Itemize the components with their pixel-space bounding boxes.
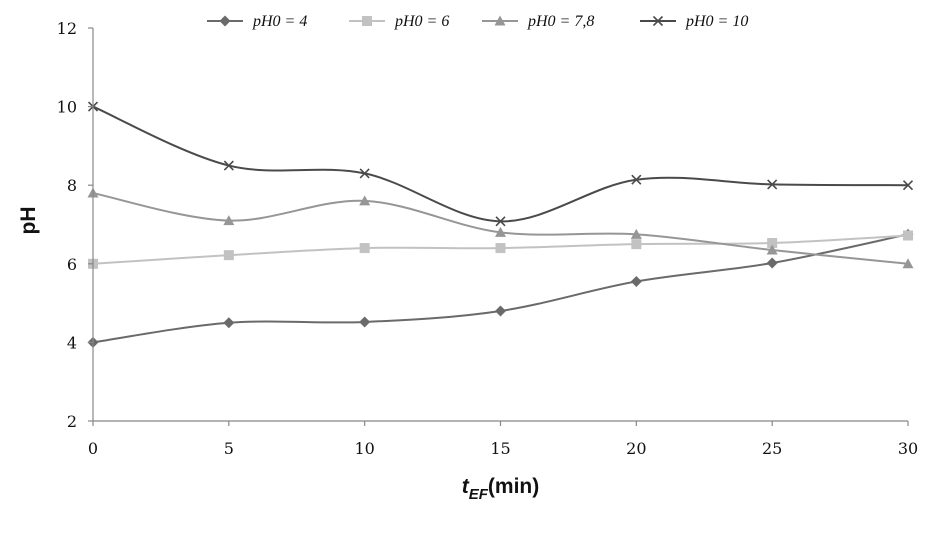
x-axis-title-unit: (min): [488, 475, 539, 498]
legend-label: pH0 = 6: [394, 13, 449, 30]
legend-label: pH0 = 10: [685, 13, 748, 30]
series-4: [87, 101, 914, 227]
data-point: [223, 250, 234, 261]
x-tick-label: 5: [224, 439, 234, 458]
legend-marker: [494, 15, 506, 26]
data-point: [223, 160, 234, 171]
data-point: [631, 239, 642, 250]
data-point: [359, 243, 370, 254]
legend-marker: [219, 15, 231, 27]
legend-label: pH0 = 4: [252, 13, 307, 30]
y-tick-label: 2: [67, 412, 77, 431]
legend-label: pH0 = 7,8: [527, 13, 594, 30]
legend-item: pH0 = 4: [207, 13, 307, 30]
data-point: [766, 257, 778, 269]
x-tick-label: 30: [898, 439, 918, 458]
data-point: [902, 258, 914, 269]
legend-marker: [362, 16, 372, 26]
data-point: [766, 244, 778, 255]
data-point: [495, 243, 506, 254]
legend-item: pH0 = 6: [349, 13, 449, 30]
series-layer: [87, 101, 914, 348]
legend-item: pH0 = 10: [640, 13, 748, 30]
data-point: [902, 180, 914, 191]
data-point: [631, 174, 642, 185]
data-point: [903, 230, 913, 241]
x-tick-label: 0: [88, 439, 98, 458]
data-point: [767, 237, 778, 248]
data-point: [630, 228, 642, 239]
axes: [92, 28, 908, 422]
data-point: [223, 317, 235, 329]
y-tick-label: 12: [57, 19, 77, 38]
x-axis-ticks: 0 5 10 15 20 25 30: [88, 421, 918, 458]
series-3: [87, 187, 914, 269]
data-point: [223, 215, 235, 226]
data-point: [767, 179, 778, 190]
x-tick-label: 15: [490, 439, 510, 458]
chart-legend: pH0 = 4 pH0 = 6 pH0 = 7,8 pH0 = 10: [207, 13, 748, 30]
x-axis-title-subscript: EF: [469, 486, 489, 503]
y-tick-label: 8: [67, 176, 77, 195]
series-line: [92, 105, 909, 223]
x-tick-label: 20: [626, 439, 646, 458]
x-axis-title: tEF(min): [462, 475, 540, 503]
data-point: [359, 195, 371, 206]
legend-item: pH0 = 7,8: [482, 13, 594, 30]
data-point: [495, 305, 506, 317]
x-tick-label: 25: [762, 439, 782, 458]
y-axis-title: pH: [17, 207, 40, 235]
y-tick-label: 4: [67, 333, 77, 352]
data-point: [495, 226, 506, 237]
data-point: [359, 168, 370, 179]
legend-marker: [652, 15, 664, 27]
y-tick-label: 10: [57, 98, 77, 117]
data-point: [359, 316, 371, 328]
x-axis-title-main: t: [462, 475, 470, 498]
x-tick-label: 10: [354, 439, 374, 458]
data-point: [630, 275, 642, 287]
y-tick-label: 6: [67, 255, 77, 274]
series-1: [87, 228, 914, 348]
y-axis-ticks: 2 4 6 8 10 12: [57, 19, 93, 431]
data-point: [495, 216, 506, 227]
